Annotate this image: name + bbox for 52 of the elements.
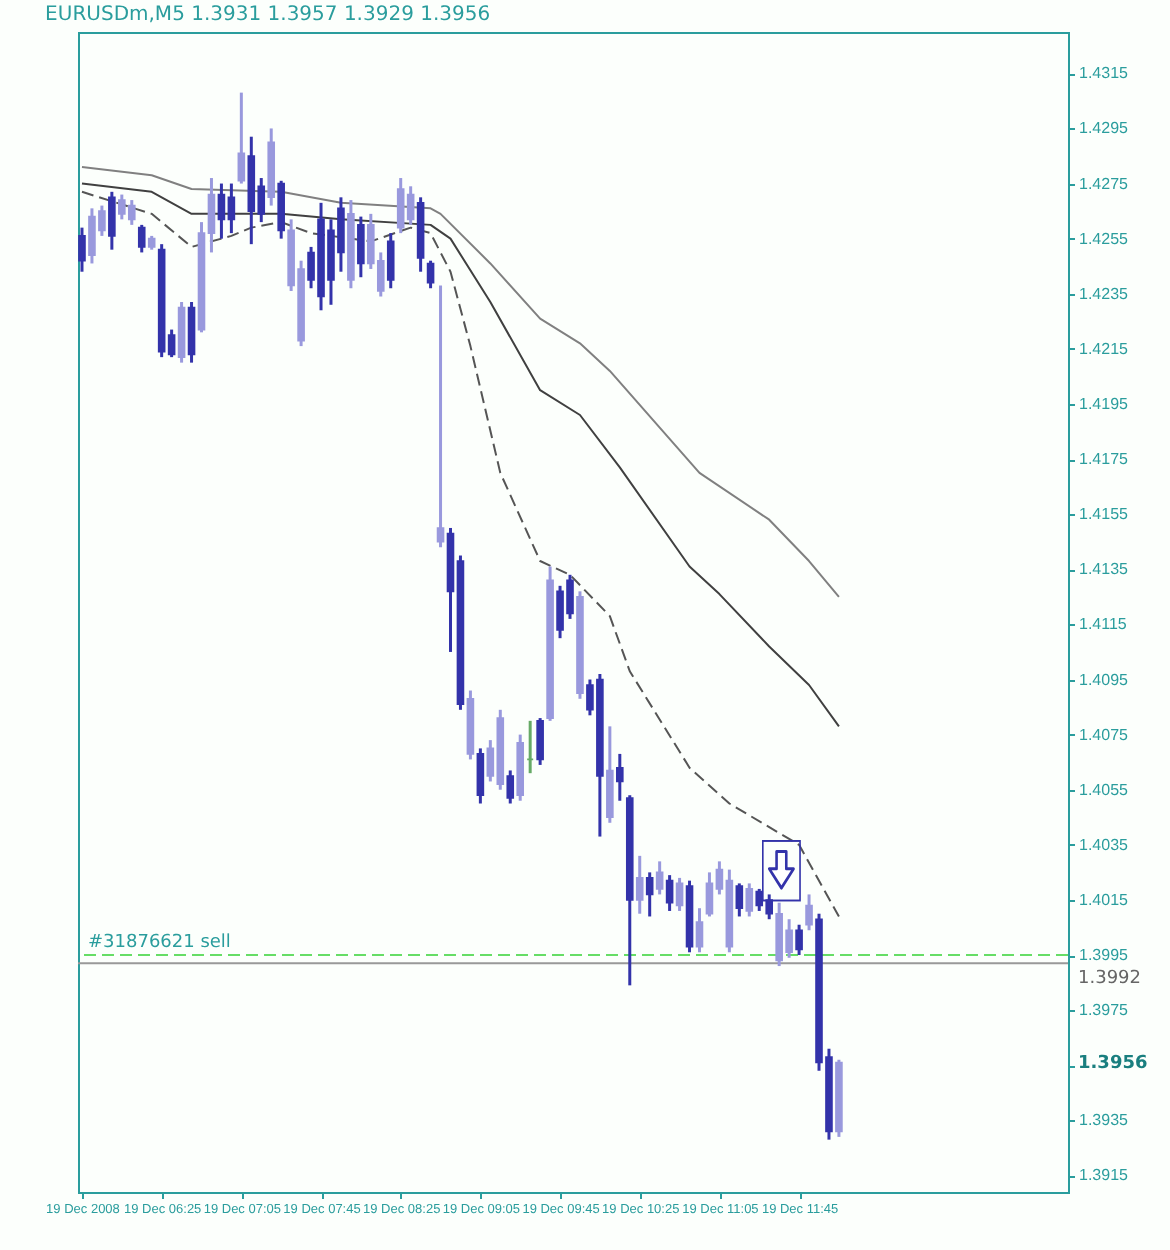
y-tick-label: 1.3995 xyxy=(1079,946,1130,965)
y-tick-label: 1.4255 xyxy=(1079,229,1130,248)
y-tick-label: 1.4275 xyxy=(1079,174,1130,193)
y-tick-label: 1.4035 xyxy=(1079,835,1130,854)
y-tick-label: 1.4195 xyxy=(1079,394,1130,413)
chart-title: EURUSDm,M5 1.3931 1.3957 1.3929 1.3956 xyxy=(45,4,491,26)
candlestick xyxy=(606,724,614,825)
candlestick xyxy=(506,768,515,805)
candlestick xyxy=(426,259,435,290)
candlestick xyxy=(805,892,813,932)
candlestick xyxy=(237,91,246,186)
y-tick-label: 1.4295 xyxy=(1079,119,1130,138)
y-tick-label: 1.4235 xyxy=(1079,284,1130,303)
ref-line-label: #31876621 sell xyxy=(88,933,231,954)
y-tick-label: 1.3915 xyxy=(1079,1166,1130,1185)
candlestick xyxy=(665,873,674,913)
y-tick-label: 1.4015 xyxy=(1079,890,1130,909)
candlestick xyxy=(187,300,196,365)
candlestick xyxy=(675,876,684,913)
candlestick xyxy=(78,226,86,274)
line-series xyxy=(80,190,840,918)
candlestick xyxy=(635,854,644,916)
candlestick xyxy=(795,923,803,957)
candlestick xyxy=(108,190,116,252)
y-tick-label: 1.4155 xyxy=(1079,505,1130,524)
y-tick-label: 1.4055 xyxy=(1079,780,1130,799)
y-tick-label: 1.4095 xyxy=(1079,670,1130,689)
candlestick xyxy=(695,906,704,954)
y-tick-label: 1.4075 xyxy=(1079,725,1130,744)
candlestick xyxy=(745,881,754,918)
candlestick xyxy=(735,881,744,918)
y-tick-label: 1.3975 xyxy=(1079,1001,1130,1020)
y-tick-label: 1.4115 xyxy=(1079,615,1128,634)
y-tick-label: 1.4315 xyxy=(1079,64,1130,83)
text: 1.3956 xyxy=(1078,1054,1148,1075)
candlestick xyxy=(476,746,485,805)
candlestick xyxy=(357,215,365,279)
y-tick-label: 1.4135 xyxy=(1079,560,1130,579)
ref-line-label: 1.3992 xyxy=(1078,969,1141,990)
candlestick xyxy=(277,179,285,241)
y-tick-label: 1.4215 xyxy=(1079,339,1130,358)
line-series xyxy=(80,182,840,728)
y-tick-label: 1.3935 xyxy=(1079,1111,1130,1130)
candlestick xyxy=(536,716,544,767)
candlestick xyxy=(655,859,664,896)
line-series xyxy=(80,166,840,598)
y-tick-label: 1.4175 xyxy=(1079,450,1130,469)
candlestick xyxy=(137,223,146,254)
candlestick xyxy=(436,283,445,549)
candlestick xyxy=(386,231,395,290)
candlestick xyxy=(616,752,624,803)
candlestick xyxy=(645,870,654,918)
